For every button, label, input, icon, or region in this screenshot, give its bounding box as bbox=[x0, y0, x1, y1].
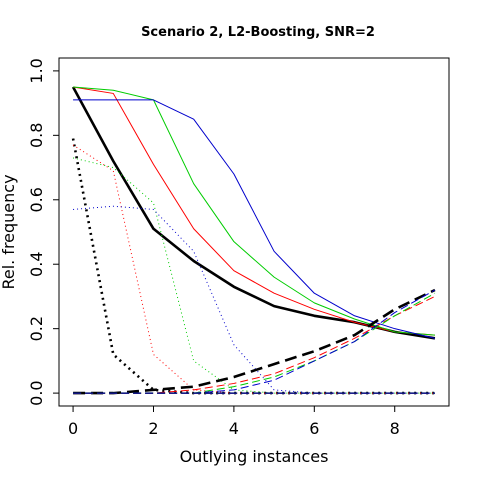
series-lines bbox=[71, 86, 436, 395]
y-tick-label: 1.0 bbox=[27, 58, 46, 83]
plot-frame bbox=[58, 57, 450, 407]
y-tick-label: 0.0 bbox=[27, 380, 46, 405]
series-line-2 bbox=[72, 86, 435, 336]
series-line-10 bbox=[73, 295, 436, 394]
series-line-7 bbox=[72, 157, 435, 394]
series-line-8 bbox=[73, 205, 435, 394]
x-tick-label: 0 bbox=[68, 419, 78, 438]
x-tick-label: 4 bbox=[229, 419, 239, 438]
series-line-5 bbox=[71, 138, 435, 395]
y-tick-label: 0.4 bbox=[27, 251, 46, 276]
series-line-4 bbox=[73, 99, 436, 339]
y-axis-label: Rel. frequency bbox=[0, 174, 18, 289]
y-tick-label: 0.2 bbox=[27, 316, 46, 341]
x-tick-label: 6 bbox=[309, 419, 319, 438]
y-tick-label: 0.6 bbox=[27, 187, 46, 212]
y-tick-label: 0.8 bbox=[27, 123, 46, 148]
series-line-3 bbox=[73, 86, 435, 336]
series-line-12 bbox=[73, 289, 436, 394]
series-line-9 bbox=[73, 288, 436, 395]
series-line-6 bbox=[72, 144, 435, 394]
axis-ticks: 0 2 4 6 8 0.0 0.2 0.4 0.6 0.8 1.0 bbox=[27, 58, 400, 438]
x-axis-label: Outlying instances bbox=[180, 447, 329, 466]
x-tick-label: 2 bbox=[148, 419, 158, 438]
x-tick-label: 8 bbox=[390, 419, 400, 438]
chart-title: Scenario 2, L2-Boosting, SNR=2 bbox=[141, 25, 375, 40]
